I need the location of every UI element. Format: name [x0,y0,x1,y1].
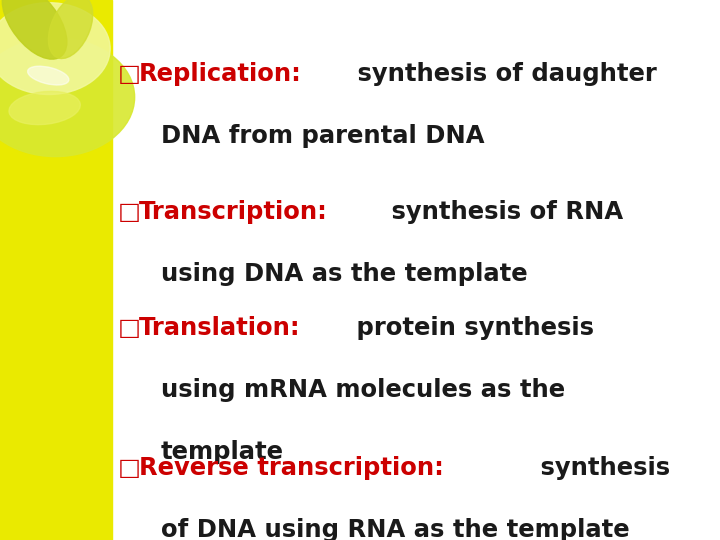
Text: Transcription:: Transcription: [139,200,328,224]
Text: synthesis: synthesis [532,456,670,480]
Circle shape [0,38,135,157]
Text: protein synthesis: protein synthesis [348,316,593,340]
Text: synthesis of daughter: synthesis of daughter [349,62,657,86]
Text: of DNA using RNA as the template: of DNA using RNA as the template [161,518,629,540]
Text: Translation:: Translation: [139,316,300,340]
Ellipse shape [27,66,69,85]
Text: template: template [161,440,284,464]
Text: □: □ [117,316,140,340]
Ellipse shape [48,0,93,58]
Text: Reverse transcription:: Reverse transcription: [139,456,444,480]
Bar [0,0,112,540]
Ellipse shape [2,0,67,59]
Text: □: □ [117,200,140,224]
Text: □: □ [117,62,140,86]
Text: □: □ [117,456,140,480]
Circle shape [0,3,110,94]
Text: using DNA as the template: using DNA as the template [161,262,527,286]
Text: DNA from parental DNA: DNA from parental DNA [161,124,484,148]
Text: synthesis of RNA: synthesis of RNA [382,200,623,224]
Text: Replication:: Replication: [139,62,302,86]
Ellipse shape [9,91,81,125]
Text: using mRNA molecules as the: using mRNA molecules as the [161,378,564,402]
